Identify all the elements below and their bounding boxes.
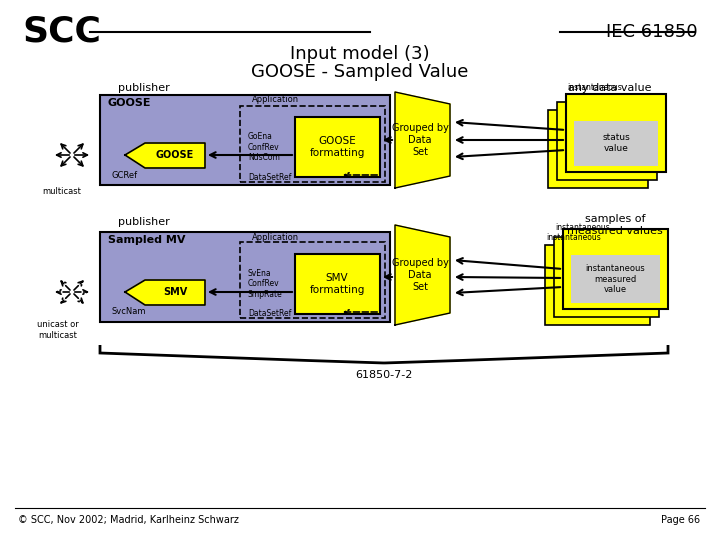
- Bar: [574, 121, 658, 166]
- Bar: [295, 117, 380, 177]
- Text: IEC 61850: IEC 61850: [606, 23, 698, 41]
- Bar: [240, 242, 385, 318]
- Bar: [548, 110, 648, 188]
- Bar: [100, 232, 390, 322]
- Text: Grouped by
Data
Set: Grouped by Data Set: [392, 124, 449, 157]
- Text: DataSetRef: DataSetRef: [248, 172, 292, 181]
- Polygon shape: [125, 143, 205, 168]
- Bar: [554, 237, 659, 317]
- Text: SvcNam: SvcNam: [112, 307, 146, 316]
- Text: multicast: multicast: [42, 187, 81, 197]
- Text: instantaneous: instantaneous: [546, 233, 600, 242]
- Text: SvEna
ConfRev
SmpRate: SvEna ConfRev SmpRate: [248, 269, 283, 299]
- Text: GOOSE: GOOSE: [108, 98, 151, 108]
- Polygon shape: [125, 280, 205, 305]
- Text: instantaneous: instantaneous: [567, 84, 622, 92]
- Text: Page 66: Page 66: [661, 515, 700, 525]
- Polygon shape: [395, 92, 450, 188]
- Text: GOOSE: GOOSE: [156, 150, 194, 160]
- Bar: [563, 229, 668, 309]
- Text: Grouped by
Data
Set: Grouped by Data Set: [392, 259, 449, 292]
- Text: © SCC, Nov 2002; Madrid, Karlheinz Schwarz: © SCC, Nov 2002; Madrid, Karlheinz Schwa…: [18, 515, 239, 525]
- Text: GoEna
ConfRev
NdsCom: GoEna ConfRev NdsCom: [248, 132, 280, 162]
- Text: 61850-7-2: 61850-7-2: [355, 370, 413, 380]
- Bar: [100, 95, 390, 185]
- Text: GOOSE - Sampled Value: GOOSE - Sampled Value: [251, 63, 469, 81]
- Text: Application: Application: [252, 233, 299, 241]
- Text: Application: Application: [252, 96, 299, 105]
- Bar: [240, 106, 385, 182]
- Text: instantaneous: instantaneous: [555, 224, 610, 233]
- Text: DataSetRef: DataSetRef: [248, 309, 292, 319]
- Text: instantaneous
measured
value: instantaneous measured value: [585, 264, 645, 294]
- Text: any data value: any data value: [568, 83, 652, 93]
- Text: SMV: SMV: [163, 287, 187, 297]
- Bar: [566, 94, 666, 172]
- Text: GCRef: GCRef: [112, 171, 138, 179]
- Text: Input model (3): Input model (3): [290, 45, 430, 63]
- Bar: [557, 102, 657, 180]
- Text: Sampled MV: Sampled MV: [108, 235, 186, 245]
- Bar: [295, 254, 380, 314]
- Text: publisher: publisher: [118, 217, 170, 227]
- Polygon shape: [395, 225, 450, 325]
- Text: SCC: SCC: [22, 15, 101, 49]
- Bar: [545, 245, 650, 325]
- Text: publisher: publisher: [118, 83, 170, 93]
- Text: GOOSE
formatting: GOOSE formatting: [310, 136, 365, 158]
- Text: SMV
formatting: SMV formatting: [310, 273, 365, 295]
- Text: samples of
measured values: samples of measured values: [567, 214, 663, 236]
- Bar: [571, 255, 660, 303]
- Text: unicast or
multicast: unicast or multicast: [37, 320, 79, 340]
- Text: status
value: status value: [602, 133, 630, 153]
